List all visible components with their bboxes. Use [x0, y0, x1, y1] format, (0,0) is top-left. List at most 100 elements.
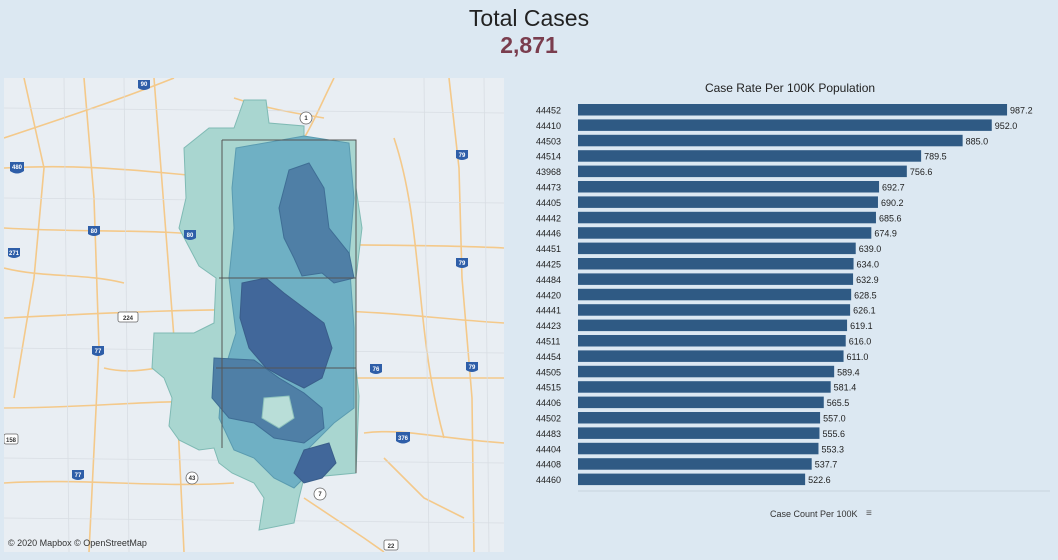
highway-label-158: 158 — [6, 438, 17, 444]
highway-label-79-south: 79 — [469, 365, 476, 371]
bar-44420[interactable] — [578, 288, 852, 301]
highway-label-224: 224 — [123, 316, 134, 322]
category-label: 44454 — [536, 352, 561, 362]
highway-shield-80-b — [184, 230, 196, 240]
bar-44404[interactable] — [578, 442, 819, 455]
zip-region-dark-southeast[interactable] — [293, 442, 337, 484]
highway-label-76: 76 — [373, 367, 380, 373]
value-label: 619.1 — [850, 321, 873, 331]
zip-region-dark-north[interactable] — [278, 162, 355, 284]
bar-44446[interactable] — [578, 227, 872, 239]
category-label: 44446 — [536, 229, 561, 239]
value-label: 557.0 — [823, 414, 846, 424]
bar-44460[interactable] — [578, 473, 806, 486]
value-label: 634.0 — [857, 260, 880, 270]
highway-label-376: 376 — [398, 436, 409, 442]
highway-shield-90 — [138, 80, 150, 90]
value-label: 565.5 — [827, 398, 850, 408]
bar-44484[interactable] — [578, 273, 854, 285]
bar-44451[interactable] — [578, 242, 856, 255]
category-label: 43968 — [536, 167, 561, 177]
category-label: 44423 — [536, 321, 561, 331]
value-label: 522.6 — [808, 475, 831, 485]
bar-44505[interactable] — [578, 365, 835, 378]
category-label: 44452 — [536, 106, 561, 116]
value-label: 685.6 — [879, 213, 902, 223]
highway-label-43: 43 — [189, 476, 196, 482]
category-label: 44505 — [536, 367, 561, 377]
bar-44405[interactable] — [578, 196, 878, 208]
highway-label-79-north: 79 — [459, 153, 466, 159]
county-boundary — [216, 139, 357, 473]
bar-44410[interactable] — [578, 119, 992, 131]
highway-shield-79-north — [456, 150, 468, 160]
value-label: 632.9 — [856, 275, 879, 285]
bar-44515[interactable] — [578, 381, 831, 393]
value-label: 692.7 — [882, 183, 905, 193]
category-label: 44441 — [536, 306, 561, 316]
bar-44473[interactable] — [578, 181, 880, 193]
highway-label-271: 271 — [9, 251, 20, 257]
category-label: 44460 — [536, 475, 561, 485]
bar-44502[interactable] — [578, 412, 821, 424]
highway-shield-77 — [92, 346, 104, 356]
highway-label-77: 77 — [95, 349, 102, 355]
bar-44511[interactable] — [578, 335, 846, 347]
bar-44514[interactable] — [578, 150, 922, 162]
category-label: 44473 — [536, 183, 561, 193]
value-label: 555.6 — [822, 429, 845, 439]
highway-shield-76 — [370, 364, 382, 374]
category-label: 44405 — [536, 198, 561, 208]
bar-44503[interactable] — [578, 134, 963, 147]
bar-44441[interactable] — [578, 304, 851, 316]
highway-shield-1 — [299, 111, 313, 125]
highway-shield-7 — [313, 487, 327, 501]
value-label: 581.4 — [834, 383, 857, 393]
bar-44442[interactable] — [578, 211, 876, 224]
value-label: 789.5 — [924, 152, 947, 162]
category-label: 44442 — [536, 213, 561, 223]
case-map[interactable]: 90 480 1 79 80 80 271 79 224 77 76 79 15… — [4, 78, 504, 552]
map-attribution[interactable]: © 2020 Mapbox © OpenStreetMap — [8, 538, 147, 548]
bar-44423[interactable] — [578, 319, 848, 332]
chart-title: Case Rate Per 100K Population — [704, 81, 876, 95]
category-label: 44502 — [536, 414, 561, 424]
kpi-title: Total Cases — [468, 5, 590, 31]
highway-shield-271 — [8, 248, 20, 258]
highway-label-480: 480 — [12, 165, 23, 171]
category-label: 44404 — [536, 444, 561, 454]
bar-44483[interactable] — [578, 427, 820, 439]
category-label: 44410 — [536, 121, 561, 131]
bar-44454[interactable] — [578, 350, 844, 362]
highway-shield-80 — [88, 226, 100, 236]
value-label: 952.0 — [995, 121, 1018, 131]
category-label: 44483 — [536, 429, 561, 439]
sort-icon[interactable]: ≡ — [866, 508, 872, 519]
highway-shield-22 — [383, 539, 399, 551]
zip-region-light-patch[interactable] — [261, 395, 295, 429]
bar-44425[interactable] — [578, 258, 854, 270]
highway-label-90: 90 — [141, 82, 148, 88]
category-label: 44515 — [536, 383, 561, 393]
category-label: 44511 — [536, 337, 560, 347]
category-label: 44408 — [536, 460, 561, 470]
bar-43968[interactable] — [578, 165, 907, 178]
category-label: 44420 — [536, 290, 561, 300]
highway-label-77-south: 77 — [75, 473, 82, 479]
zip-regions[interactable] — [151, 99, 363, 531]
value-label: 674.9 — [874, 229, 897, 239]
bar-chart-svg: 44452 987.2 44410 952.0 44503 885.0 44514 789.5… — [536, 104, 1050, 492]
category-label: 44451 — [536, 244, 561, 254]
category-label: 44425 — [536, 260, 561, 270]
value-label: 626.1 — [853, 306, 876, 316]
value-label: 616.0 — [849, 337, 872, 347]
highway-label-79-mid: 79 — [459, 261, 466, 267]
highway-shield-158 — [4, 433, 19, 445]
bar-44452[interactable] — [578, 104, 1008, 116]
zip-region-dark-central[interactable] — [239, 277, 333, 389]
category-label: 44484 — [536, 275, 561, 285]
highway-shields — [4, 80, 478, 551]
bar-44408[interactable] — [578, 458, 812, 470]
map-canvas[interactable]: 90 480 1 79 80 80 271 79 224 77 76 79 15… — [4, 78, 504, 552]
bar-44406[interactable] — [578, 396, 824, 409]
